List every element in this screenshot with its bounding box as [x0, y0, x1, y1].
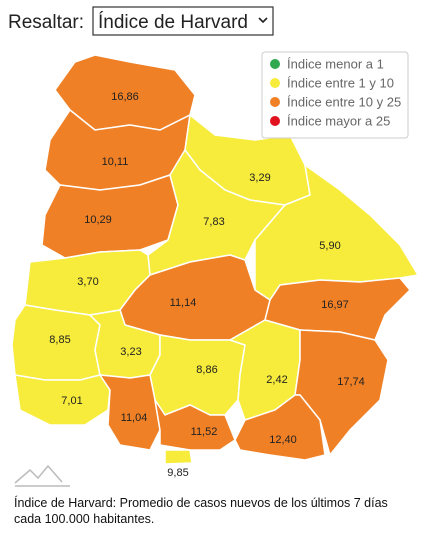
select-arrow — [258, 17, 268, 24]
region-value: 17,74 — [337, 376, 365, 388]
department — [41, 174, 179, 259]
region-value: 2,42 — [266, 374, 287, 386]
region-value: 3,23 — [120, 346, 141, 358]
logo — [14, 464, 70, 487]
legend-label: Índice entre 1 y 10 — [287, 76, 394, 91]
footnote: cada 100.000 habitantes. — [14, 512, 154, 526]
legend-items: Índice menor a 1 Índice entre 1 y 10 Índic… — [270, 57, 401, 129]
map: 16,86 10,11 10,29 3,29 7,83 5,90 3,70 11,14 16,9… — [11, 54, 420, 479]
highlight-label: Resaltar: — [8, 12, 84, 33]
index-select[interactable] — [92, 6, 274, 36]
region-value: 9,85 — [167, 467, 188, 479]
legend-swatch — [270, 78, 280, 88]
department — [164, 449, 193, 465]
department — [98, 374, 161, 451]
region-value: 8,86 — [196, 364, 217, 376]
legend-swatch — [270, 97, 280, 107]
department — [234, 394, 326, 461]
legend-swatch — [270, 116, 280, 126]
select-value[interactable]: Índice de Harvard — [98, 12, 248, 33]
department — [294, 329, 389, 457]
legend — [261, 51, 409, 139]
region-value: 11,04 — [121, 412, 148, 424]
legend-swatch — [270, 59, 280, 69]
region-value: 10,11 — [102, 156, 129, 168]
region-value: 10,29 — [84, 214, 112, 226]
region-value: 11,52 — [191, 426, 218, 438]
legend-label: Índice entre 10 y 25 — [287, 95, 401, 110]
region-value: 12,40 — [269, 434, 297, 446]
legend-label: Índice menor a 1 — [287, 57, 384, 72]
region-value: 8,85 — [49, 334, 70, 346]
region-value: 3,29 — [249, 172, 270, 184]
region-value: 16,97 — [321, 299, 349, 311]
region-value: 7,83 — [203, 216, 224, 228]
region-value: 11,14 — [170, 297, 197, 309]
region-value: 7,01 — [61, 395, 82, 407]
footnote: Índice de Harvard: Promedio de casos nue… — [14, 495, 388, 510]
legend-label: Índice mayor a 25 — [287, 114, 390, 129]
region-value: 3,70 — [77, 276, 98, 288]
region-value: 16,86 — [111, 91, 139, 103]
region-value: 5,90 — [319, 240, 340, 252]
